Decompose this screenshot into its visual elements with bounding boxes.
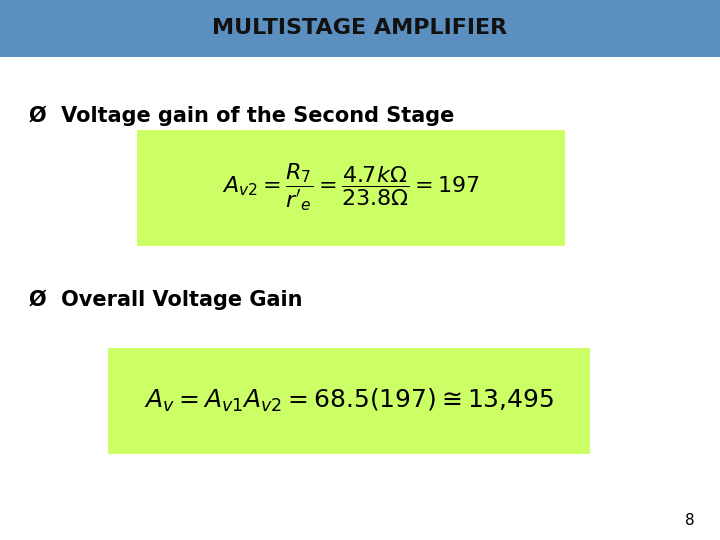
FancyBboxPatch shape xyxy=(0,0,720,57)
FancyBboxPatch shape xyxy=(108,348,590,454)
Text: Ø  Overall Voltage Gain: Ø Overall Voltage Gain xyxy=(29,289,302,310)
Text: 8: 8 xyxy=(685,513,695,528)
Text: MULTISTAGE AMPLIFIER: MULTISTAGE AMPLIFIER xyxy=(212,18,508,38)
FancyBboxPatch shape xyxy=(137,130,565,246)
Text: $A_{v} = A_{v1}A_{v2} = 68.5(197) \cong 13{,}495$: $A_{v} = A_{v1}A_{v2} = 68.5(197) \cong … xyxy=(144,387,554,414)
Text: $A_{v2} = \dfrac{R_7}{r'_e} = \dfrac{4.7k\Omega}{23.8\Omega} = 197$: $A_{v2} = \dfrac{R_7}{r'_e} = \dfrac{4.7… xyxy=(222,161,480,213)
Text: Ø  Voltage gain of the Second Stage: Ø Voltage gain of the Second Stage xyxy=(29,106,454,126)
